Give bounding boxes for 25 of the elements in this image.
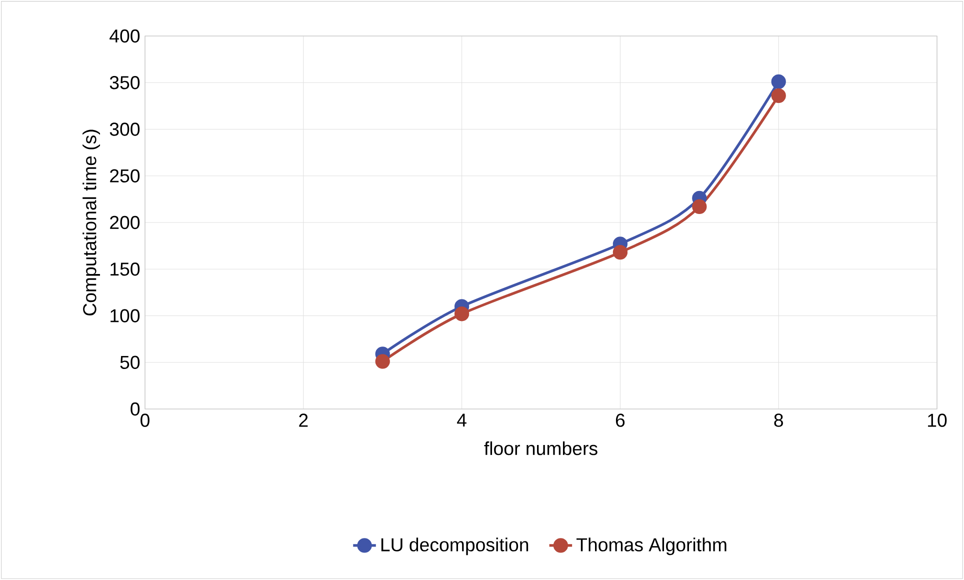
y-tick-label: 300 — [110, 122, 140, 136]
y-tick-label: 350 — [110, 76, 140, 90]
y-tick-label: 100 — [110, 309, 140, 322]
y-axis-title: Computational time (s) — [82, 130, 100, 316]
point — [454, 306, 470, 322]
x-tick-label: 4 — [457, 414, 466, 427]
x-axis-title: floor numbers — [484, 441, 598, 456]
point — [771, 74, 786, 90]
point — [771, 88, 786, 104]
x-tick-label: 0 — [140, 414, 150, 427]
y-tick-label: 0 — [130, 402, 140, 416]
y-tick-label: 50 — [120, 356, 140, 369]
x-tick-label: 2 — [299, 414, 308, 427]
legend-label: Thomas Algorithm — [576, 538, 726, 556]
x-tick-label: 10 — [928, 414, 947, 427]
y-tick-label: 200 — [110, 216, 140, 230]
y-tick-label: 250 — [110, 169, 140, 182]
x-tick-label: 6 — [616, 414, 625, 427]
y-tick-label: 400 — [110, 29, 140, 43]
y-tick-label: 150 — [110, 262, 140, 276]
x-tick-label: 8 — [774, 414, 783, 427]
legend-label: LU decomposition — [381, 538, 528, 556]
point — [612, 244, 628, 260]
point — [375, 354, 390, 369]
point — [692, 199, 707, 214]
